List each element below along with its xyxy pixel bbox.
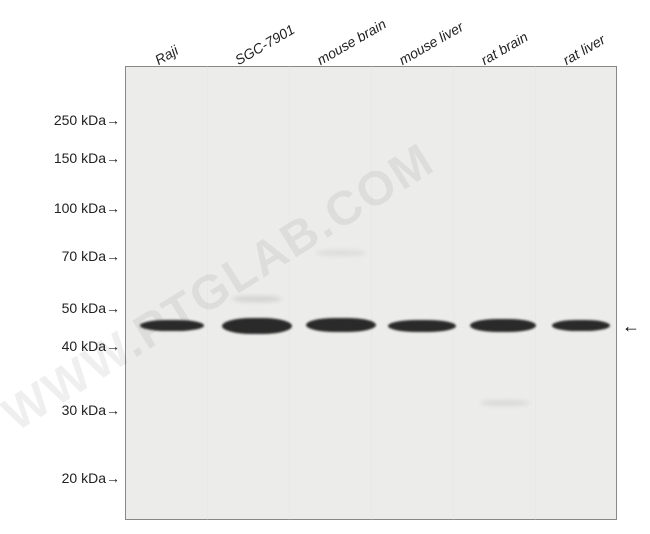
mw-marker: 40 kDa→	[62, 338, 120, 354]
mw-marker: 150 kDa→	[54, 150, 120, 166]
band-lane-3	[306, 318, 376, 332]
mw-marker: 20 kDa→	[62, 470, 120, 486]
band-lane-5	[470, 319, 536, 332]
lane-label: mouse liver	[396, 18, 466, 68]
mw-marker: 50 kDa→	[62, 300, 120, 316]
mw-marker: 70 kDa→	[62, 248, 120, 264]
lane-label: SGC-7901	[232, 21, 297, 68]
blot-figure: WWW.PTGLAB.COM Raji SGC-7901 mouse brain…	[0, 0, 650, 534]
band-lane-2	[222, 318, 292, 334]
mw-marker: 100 kDa→	[54, 200, 120, 216]
lane-label: rat liver	[560, 31, 608, 68]
band-lane-1	[140, 320, 204, 331]
mw-marker: 250 kDa→	[54, 112, 120, 128]
mw-marker: 30 kDa→	[62, 402, 120, 418]
lane-label: mouse brain	[314, 16, 389, 68]
lane-label: Raji	[152, 42, 181, 68]
band-lane-6	[552, 320, 610, 331]
target-band-arrow: ←	[622, 316, 640, 337]
faint-band	[232, 296, 282, 302]
faint-band	[480, 400, 530, 406]
lane-label: rat brain	[478, 28, 530, 68]
band-lane-4	[388, 320, 456, 332]
faint-band	[316, 250, 366, 256]
